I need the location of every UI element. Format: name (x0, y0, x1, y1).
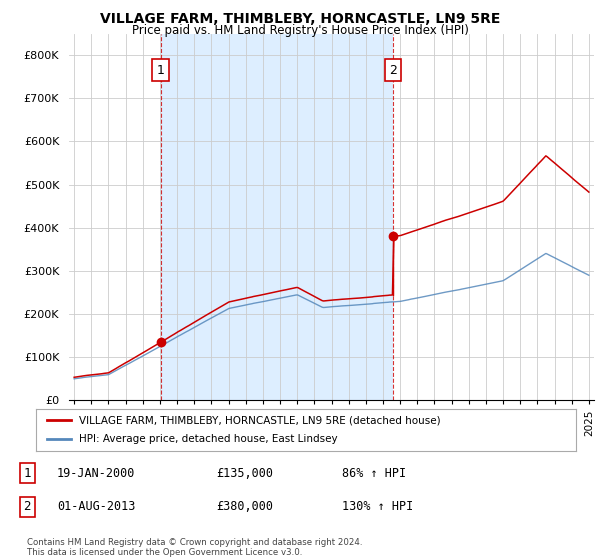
Text: 01-AUG-2013: 01-AUG-2013 (57, 500, 136, 514)
Text: 1: 1 (157, 64, 165, 77)
Bar (161, 34, 393, 400)
Text: HPI: Average price, detached house, East Lindsey: HPI: Average price, detached house, East… (79, 435, 338, 445)
Text: 19-JAN-2000: 19-JAN-2000 (57, 466, 136, 480)
Text: 1: 1 (23, 466, 31, 480)
Text: Contains HM Land Registry data © Crown copyright and database right 2024.
This d: Contains HM Land Registry data © Crown c… (27, 538, 362, 557)
Text: £135,000: £135,000 (216, 466, 273, 480)
Text: 130% ↑ HPI: 130% ↑ HPI (342, 500, 413, 514)
Text: VILLAGE FARM, THIMBLEBY, HORNCASTLE, LN9 5RE: VILLAGE FARM, THIMBLEBY, HORNCASTLE, LN9… (100, 12, 500, 26)
Text: £380,000: £380,000 (216, 500, 273, 514)
Text: 2: 2 (389, 64, 397, 77)
Text: 2: 2 (23, 500, 31, 514)
Text: Price paid vs. HM Land Registry's House Price Index (HPI): Price paid vs. HM Land Registry's House … (131, 24, 469, 36)
Text: VILLAGE FARM, THIMBLEBY, HORNCASTLE, LN9 5RE (detached house): VILLAGE FARM, THIMBLEBY, HORNCASTLE, LN9… (79, 415, 441, 425)
Text: 86% ↑ HPI: 86% ↑ HPI (342, 466, 406, 480)
